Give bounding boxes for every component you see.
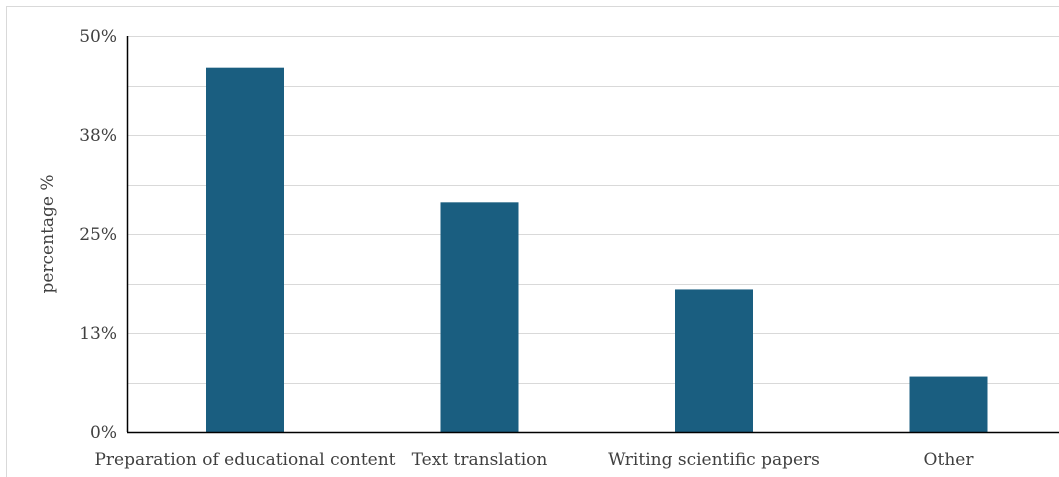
x-category-label: Preparation of educational content [94, 450, 395, 470]
y-tick-label: 0% [90, 423, 117, 443]
x-category-label: Writing scientific papers [608, 450, 820, 470]
chart-frame [6, 6, 1059, 477]
y-tick-label: 13% [79, 324, 117, 344]
y-axis-title: percentage % [38, 174, 58, 293]
gridlines [127, 36, 1059, 384]
y-tick-label: 25% [79, 225, 117, 245]
bars [206, 67, 988, 433]
bar [909, 376, 988, 432]
axes [126, 36, 1059, 434]
y-tick-label: 38% [79, 126, 117, 146]
bar [206, 67, 284, 433]
bar [440, 202, 519, 432]
x-category-label: Text translation [412, 450, 548, 470]
y-tick-label: 50% [79, 27, 117, 47]
bar [675, 289, 753, 432]
x-category-label: Other [924, 450, 975, 470]
labels: 0% 13% 25% 38% 50% Preparation of educational… [79, 27, 974, 470]
